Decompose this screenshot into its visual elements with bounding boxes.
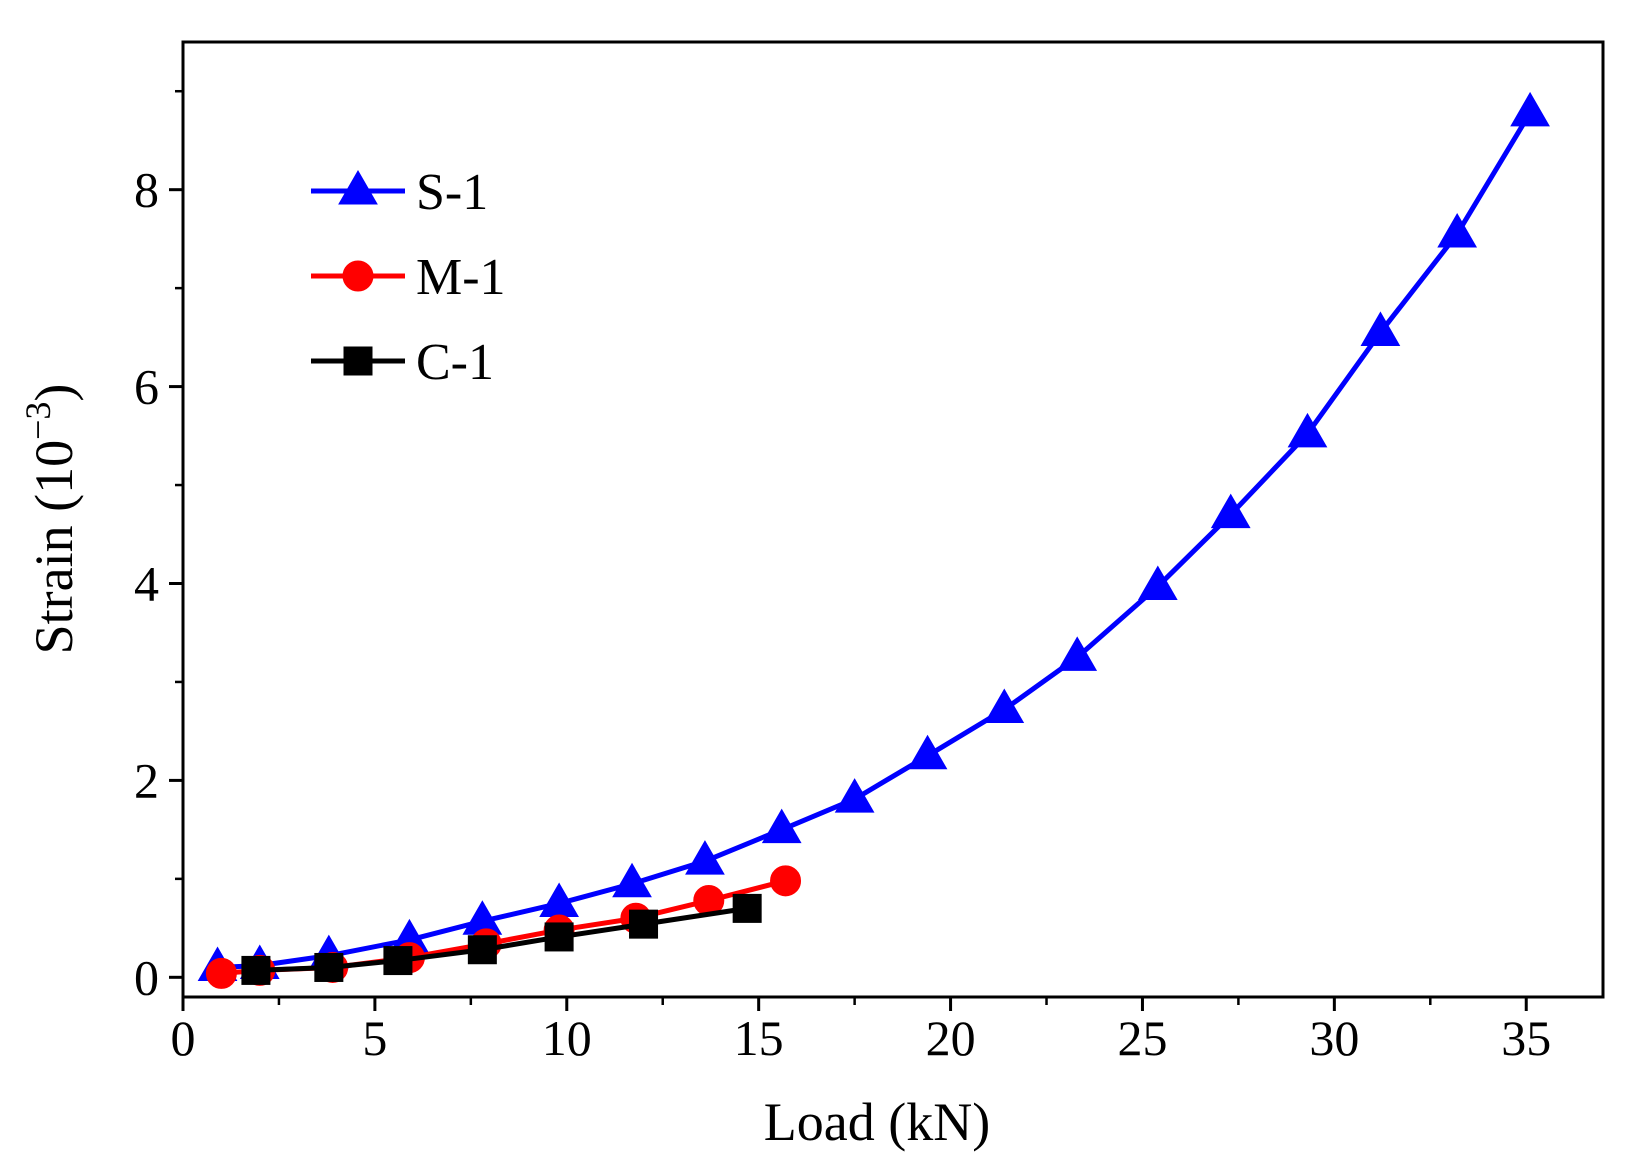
y-tick-label: 8 <box>134 162 159 218</box>
legend-item-c-1: C-1 <box>311 334 494 391</box>
legend-item-m-1: M-1 <box>311 249 506 306</box>
x-tick-label: 15 <box>734 1010 784 1066</box>
data-point-s-1 <box>1287 412 1328 448</box>
legend-item-s-1: S-1 <box>311 164 488 221</box>
data-point-s-1 <box>984 688 1025 724</box>
y-axis-ticks: 0 2 4 6 8 <box>134 89 183 1005</box>
data-point-s-1 <box>1360 311 1401 346</box>
series-s-1 <box>197 91 1550 981</box>
y-axis-title-close: ) <box>24 384 84 402</box>
y-axis-title-main: Strain (10 <box>24 440 84 654</box>
x-axis-ticks: 0 5 10 15 20 25 30 35 <box>171 997 1551 1066</box>
data-point-s-1 <box>1510 91 1550 127</box>
x-tick-label: 0 <box>171 1010 196 1066</box>
legend-marker <box>343 346 373 376</box>
data-point-c-1 <box>314 952 344 982</box>
legend-marker <box>338 169 378 205</box>
svg-text:Strain (10−3): Strain (10−3) <box>18 384 84 655</box>
data-point-c-1 <box>383 946 413 976</box>
x-axis-title: Load (kN) <box>764 1092 990 1152</box>
series-layer <box>197 91 1550 989</box>
data-point-s-1 <box>612 862 652 898</box>
y-tick-label: 6 <box>134 359 159 415</box>
y-tick-label: 2 <box>134 752 159 808</box>
y-axis-title: Strain (10−3) <box>18 384 84 655</box>
legend-label: M-1 <box>416 249 506 306</box>
data-point-s-1 <box>761 808 802 844</box>
y-tick-label: 4 <box>134 555 159 611</box>
data-point-s-1 <box>1057 636 1098 671</box>
legend-label: S-1 <box>416 164 488 221</box>
data-point-c-1 <box>467 935 497 965</box>
legend-label: C-1 <box>416 334 494 391</box>
data-point-s-1 <box>1210 493 1251 529</box>
data-point-c-1 <box>544 922 574 952</box>
x-tick-label: 20 <box>926 1010 976 1066</box>
x-tick-label: 25 <box>1117 1010 1167 1066</box>
y-tick-label: 0 <box>134 949 159 1005</box>
x-tick-label: 35 <box>1501 1010 1551 1066</box>
y-axis-title-exponent: −3 <box>18 402 58 440</box>
data-point-c-1 <box>629 909 659 939</box>
series-line-s-1 <box>217 111 1533 970</box>
x-tick-label: 10 <box>542 1010 592 1066</box>
x-tick-label: 30 <box>1309 1010 1359 1066</box>
data-point-s-1 <box>834 778 875 813</box>
data-point-c-1 <box>241 955 271 985</box>
data-point-s-1 <box>1137 565 1178 600</box>
series-c-1 <box>241 893 762 985</box>
data-point-s-1 <box>685 840 725 875</box>
x-tick-label: 5 <box>362 1010 387 1066</box>
data-point-m-1 <box>205 957 237 989</box>
legend: S-1 M-1 C-1 <box>311 164 506 391</box>
data-point-m-1 <box>770 865 802 897</box>
plot-frame <box>181 40 1605 999</box>
legend-marker <box>342 260 374 292</box>
data-point-s-1 <box>907 734 948 770</box>
data-point-c-1 <box>732 893 762 923</box>
data-point-s-1 <box>1437 212 1478 248</box>
